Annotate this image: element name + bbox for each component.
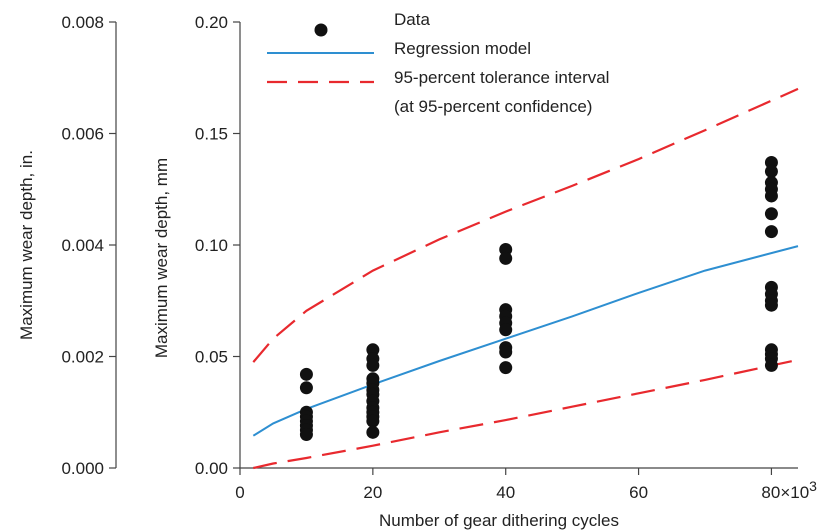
data-point: [299, 428, 313, 442]
data-point: [366, 425, 380, 439]
legend-tolerance-label-2: (at 95-percent confidence): [394, 97, 592, 116]
legend-data-marker: [314, 23, 328, 37]
x-tick-label: 40: [496, 483, 515, 502]
y-tick-label: 0.10: [195, 236, 228, 255]
primary-y-axis: 0.00 0.05 0.10 0.15 0.20 Maximum wear depth,…: [152, 13, 241, 478]
data-point: [366, 343, 380, 357]
regression-line: [252, 245, 799, 437]
data-point: [366, 414, 380, 428]
data-point: [499, 251, 513, 265]
secondary-y-tick-label: 0.002: [61, 348, 104, 367]
legend-tolerance-label: 95-percent tolerance interval: [394, 68, 609, 87]
data-point: [499, 323, 513, 337]
secondary-y-tick-label: 0.004: [61, 236, 104, 255]
data-point: [764, 189, 778, 203]
data-point: [764, 207, 778, 221]
data-point: [764, 155, 778, 169]
x-axis-label: Number of gear dithering cycles: [379, 511, 619, 530]
tolerance-interval-line: [253, 358, 799, 470]
data-point: [499, 361, 513, 375]
legend-regression-label: Regression model: [394, 39, 531, 58]
x-tick-label: 60: [629, 483, 648, 502]
x-tick-label: 80×103: [761, 478, 817, 502]
legend: Data Regression model 95-percent toleran…: [267, 10, 609, 116]
primary-y-axis-label: Maximum wear depth, mm: [152, 158, 171, 358]
legend-data-label: Data: [394, 10, 430, 29]
tolerance-interval-line: [252, 87, 799, 363]
y-tick-label: 0.05: [195, 348, 228, 367]
data-point: [499, 242, 513, 256]
y-tick-label: 0.00: [195, 459, 228, 478]
x-tick-label: 20: [363, 483, 382, 502]
y-tick-label: 0.20: [195, 13, 228, 32]
secondary-y-tick-label: 0.006: [61, 125, 104, 144]
x-axis: 0 20 40 60 80×103 Number of gear dithering c…: [235, 467, 817, 530]
secondary-y-axis: 0.000 0.002 0.004 0.006 0.008 Maximum wear d…: [17, 13, 117, 478]
data-point: [499, 345, 513, 359]
data-point: [764, 358, 778, 372]
data-point: [764, 225, 778, 239]
plot-points: [299, 155, 778, 442]
secondary-y-axis-label: Maximum wear depth, in.: [17, 150, 36, 340]
plot-lines: [252, 87, 799, 470]
secondary-y-tick-label: 0.000: [61, 459, 104, 478]
secondary-y-tick-label: 0.008: [61, 13, 104, 32]
x-tick-label: 0: [235, 483, 244, 502]
data-point: [764, 298, 778, 312]
data-point: [299, 381, 313, 395]
data-point: [299, 367, 313, 381]
data-point: [764, 164, 778, 178]
y-tick-label: 0.15: [195, 125, 228, 144]
data-point: [366, 358, 380, 372]
